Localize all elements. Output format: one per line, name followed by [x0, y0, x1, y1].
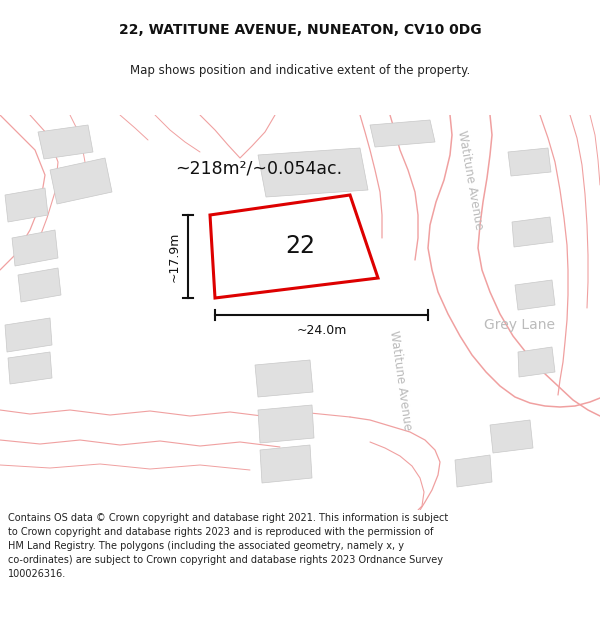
- Text: ~17.9m: ~17.9m: [168, 231, 181, 282]
- Polygon shape: [512, 217, 553, 247]
- Polygon shape: [50, 158, 112, 204]
- Polygon shape: [258, 148, 368, 197]
- Polygon shape: [8, 352, 52, 384]
- Polygon shape: [515, 280, 555, 310]
- Polygon shape: [518, 347, 555, 377]
- Text: Map shows position and indicative extent of the property.: Map shows position and indicative extent…: [130, 64, 470, 78]
- Text: 22: 22: [285, 234, 315, 259]
- Polygon shape: [5, 188, 48, 222]
- Polygon shape: [18, 268, 61, 302]
- Polygon shape: [370, 120, 435, 147]
- Polygon shape: [258, 405, 314, 443]
- Text: Watitune Avenue: Watitune Avenue: [455, 129, 485, 231]
- Text: Watitune Avenue: Watitune Avenue: [386, 329, 413, 431]
- Polygon shape: [260, 445, 312, 483]
- Text: ~218m²/~0.054ac.: ~218m²/~0.054ac.: [175, 160, 342, 178]
- Polygon shape: [508, 148, 551, 176]
- Polygon shape: [255, 360, 313, 397]
- Polygon shape: [12, 230, 58, 266]
- Polygon shape: [490, 420, 533, 453]
- Polygon shape: [5, 318, 52, 352]
- Text: 22, WATITUNE AVENUE, NUNEATON, CV10 0DG: 22, WATITUNE AVENUE, NUNEATON, CV10 0DG: [119, 23, 481, 37]
- Polygon shape: [455, 455, 492, 487]
- Text: Grey Lane: Grey Lane: [485, 318, 556, 332]
- Text: ~24.0m: ~24.0m: [296, 324, 347, 337]
- Polygon shape: [38, 125, 93, 159]
- Polygon shape: [210, 195, 378, 298]
- Text: Contains OS data © Crown copyright and database right 2021. This information is : Contains OS data © Crown copyright and d…: [8, 514, 449, 579]
